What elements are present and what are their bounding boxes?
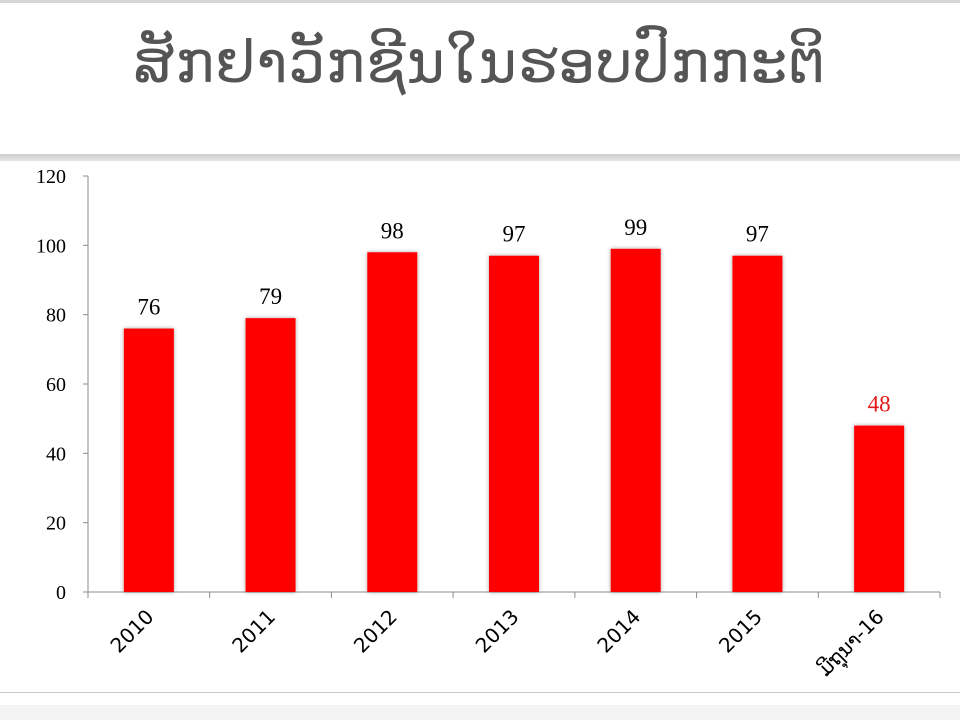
- data-label: 98: [381, 218, 404, 243]
- slide-title: ສັກຢາວັກຊີນໃນຮອບປົກກະຕິ: [133, 28, 827, 96]
- data-label: 48: [868, 392, 891, 417]
- x-tick-label: ມີຖຸນາ-16: [813, 605, 892, 684]
- x-tick-label: 2014: [592, 605, 645, 658]
- bar: [123, 328, 174, 592]
- y-tick-label: 100: [36, 235, 66, 257]
- data-label: 97: [746, 222, 769, 247]
- y-tick-label: 40: [46, 443, 66, 465]
- y-tick-label: 120: [36, 166, 66, 188]
- data-label: 76: [137, 295, 160, 320]
- y-tick-label: 60: [46, 374, 66, 396]
- bar: [367, 252, 418, 592]
- data-label: 79: [259, 284, 282, 309]
- x-tick-label: 2011: [227, 605, 280, 658]
- footer-band: [0, 705, 960, 720]
- data-label: 99: [624, 215, 647, 240]
- top-rule: [0, 0, 960, 3]
- bar: [854, 425, 905, 592]
- x-tick-label: 2013: [471, 605, 524, 658]
- footer-rule: [0, 692, 960, 693]
- x-tick-label: 2012: [349, 605, 402, 658]
- x-tick-label: 2010: [105, 605, 158, 658]
- bar: [610, 248, 661, 593]
- bar: [732, 255, 783, 592]
- bar: [245, 318, 296, 592]
- data-label: 97: [503, 222, 526, 247]
- x-tick-label: 2015: [714, 605, 767, 658]
- y-tick-label: 20: [46, 513, 66, 535]
- y-tick-label: 80: [46, 305, 66, 327]
- title-divider: [0, 154, 960, 161]
- y-tick-label: 0: [56, 582, 66, 604]
- bar: [489, 255, 539, 592]
